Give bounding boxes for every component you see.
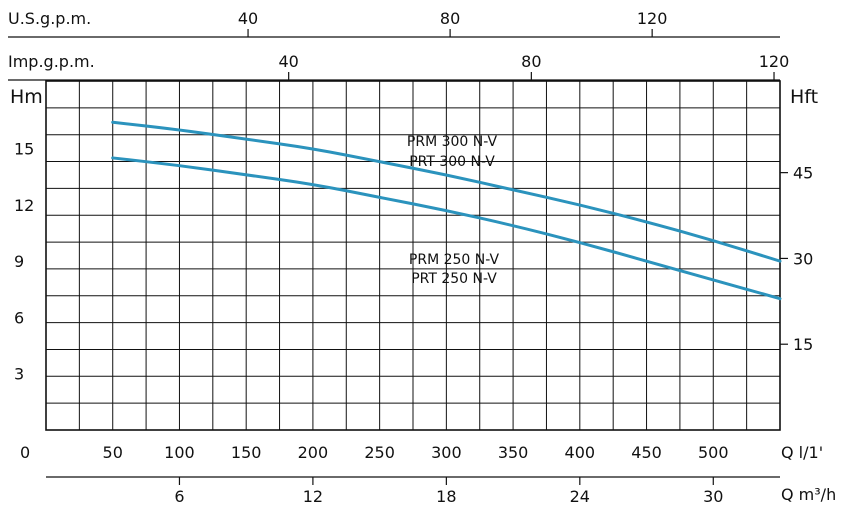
top1-tick-label: 40 bbox=[238, 9, 258, 28]
series-1-label-line-1: PRM 300 N-V bbox=[407, 134, 498, 150]
top2-tick-label: 120 bbox=[759, 52, 790, 71]
bottom-tick-label: 450 bbox=[631, 443, 662, 462]
left-tick-label: 3 bbox=[14, 365, 24, 384]
bottom-tick-label: 300 bbox=[431, 443, 462, 462]
series-2-label-line-1: PRM 250 N-V bbox=[409, 252, 500, 268]
bottom-tick-label: 100 bbox=[164, 443, 195, 462]
x-origin-label: 0 bbox=[20, 443, 30, 462]
left-tick-label: 6 bbox=[14, 308, 24, 327]
top2-tick-label: 80 bbox=[521, 52, 541, 71]
right-tick-label: 30 bbox=[793, 249, 813, 268]
bottom-tick-label: 400 bbox=[565, 443, 596, 462]
right-axis-label: Hft bbox=[790, 86, 818, 108]
top1-tick-label: 80 bbox=[440, 9, 460, 28]
bottom2-tick-label: 12 bbox=[303, 487, 323, 506]
top2-axis-label: Imp.g.p.m. bbox=[8, 52, 95, 71]
bottom2-tick-label: 18 bbox=[436, 487, 456, 506]
left-tick-label: 12 bbox=[14, 196, 34, 215]
top-scales: U.S.g.p.m. Imp.g.p.m. 40 80 120 40 80 120 bbox=[8, 9, 789, 80]
left-tick-label: 15 bbox=[14, 140, 34, 159]
bottom-tick-label: 250 bbox=[364, 443, 395, 462]
top1-axis-label: U.S.g.p.m. bbox=[8, 9, 91, 28]
top2-tick-label: 40 bbox=[278, 52, 298, 71]
right-tick-label: 45 bbox=[793, 164, 813, 183]
left-axis-label: Hm bbox=[10, 86, 43, 108]
bottom2-tick-label: 30 bbox=[703, 487, 723, 506]
series-2-label-line-2: PRT 250 N-V bbox=[411, 271, 497, 287]
x-axis-label: Q l/1' bbox=[781, 443, 823, 462]
series-1-label-line-2: PRT 300 N-V bbox=[409, 154, 495, 170]
bottom-tick-label: 500 bbox=[698, 443, 729, 462]
bottom-tick-label: 200 bbox=[298, 443, 329, 462]
bottom-tick-label: 50 bbox=[103, 443, 123, 462]
bottom-tick-label: 350 bbox=[498, 443, 529, 462]
x2-axis-label: Q m³/h bbox=[781, 485, 836, 504]
bottom2-tick-label: 6 bbox=[174, 487, 184, 506]
bottom2-tick-label: 24 bbox=[570, 487, 590, 506]
top1-tick-label: 120 bbox=[637, 9, 668, 28]
series-1-label: PRM 300 N-V PRT 300 N-V bbox=[407, 134, 498, 170]
right-tick-label: 15 bbox=[793, 335, 813, 354]
bottom-tick-label: 150 bbox=[231, 443, 262, 462]
left-tick-label: 9 bbox=[14, 252, 24, 271]
series-2-label: PRM 250 N-V PRT 250 N-V bbox=[409, 252, 500, 287]
